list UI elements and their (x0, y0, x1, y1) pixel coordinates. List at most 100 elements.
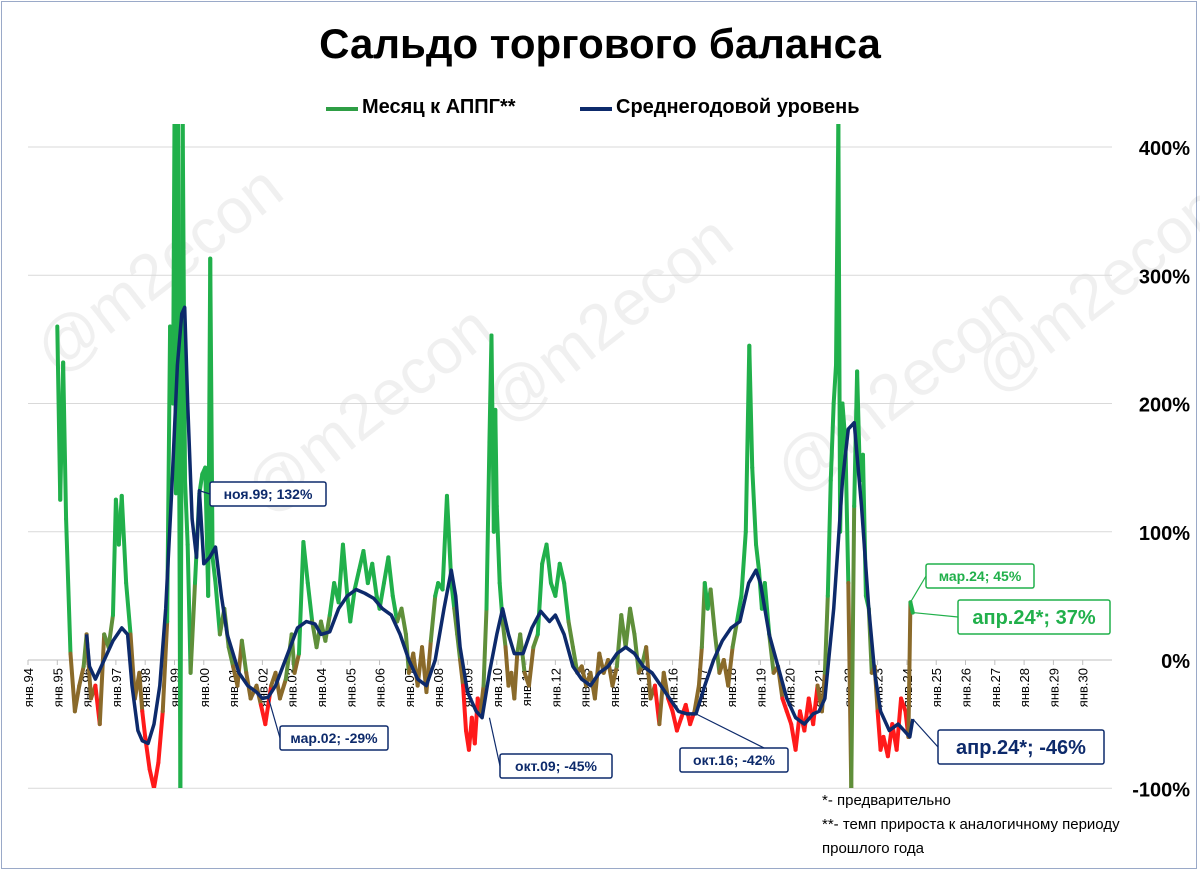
x-tick-label: янв.97 (109, 668, 124, 707)
annotation-leader (909, 575, 927, 603)
x-tick-label: янв.29 (1046, 668, 1061, 707)
annotation-box (209, 481, 327, 507)
series-monthly-segment (64, 516, 73, 656)
series-monthly-segment (399, 606, 408, 637)
series-monthly-segment (472, 696, 480, 746)
series-monthly-segment (352, 568, 362, 592)
series-monthly-segment (526, 645, 536, 688)
footnote-2: **- темп прироста к аналогичному периоду (822, 816, 1120, 833)
series-monthly-segment (458, 658, 466, 688)
series-monthly-segment (180, 124, 188, 483)
series-monthly (55, 124, 915, 788)
annotation-box (679, 747, 789, 773)
series-monthly-segment (348, 587, 357, 624)
series-monthly-segment (780, 696, 789, 714)
annotation-label: окт.09; -45% (515, 758, 597, 774)
series-monthly-segment (493, 407, 499, 509)
series-monthly-segment (213, 581, 222, 637)
annotation-leader (912, 611, 959, 618)
series-monthly-segment (340, 542, 350, 598)
series-monthly-segment (494, 504, 502, 586)
series-monthly-segment (610, 664, 619, 688)
series-monthly-segment (750, 465, 759, 547)
series-monthly-segment (628, 606, 637, 637)
x-tick-label: янв.26 (959, 668, 974, 707)
series-monthly-segment (97, 632, 107, 727)
series-monthly-segment (106, 613, 115, 650)
series-monthly-segment (512, 651, 520, 701)
annotation-box (925, 563, 1035, 589)
series-monthly-segment (478, 683, 486, 714)
series-monthly-segment (535, 561, 545, 637)
series-monthly-segment (696, 645, 704, 688)
series-monthly-segment (531, 632, 540, 650)
series-monthly-segment (323, 613, 332, 643)
series-monthly-segment (481, 606, 489, 688)
annotation-leader (267, 697, 281, 739)
series-monthly-segment (840, 401, 848, 444)
x-tick-label: янв.27 (988, 668, 1003, 707)
series-monthly-segment (831, 363, 839, 406)
series-monthly-segment (828, 401, 836, 483)
series-monthly-segment (226, 645, 236, 669)
series-monthly-segment (500, 619, 508, 650)
series-monthly-segment (461, 683, 468, 733)
series-monthly-segment (444, 493, 454, 586)
series-monthly-segment (674, 715, 684, 733)
series-monthly-segment (301, 540, 310, 586)
x-tick-label: янв.30 (1076, 668, 1091, 707)
series-monthly-segment (632, 632, 641, 675)
series-monthly-segment (183, 478, 190, 547)
series-monthly-segment (137, 670, 145, 714)
series-monthly-segment (666, 696, 675, 714)
series-monthly-segment (899, 696, 908, 714)
annotation-label: мар.24; 45% (939, 568, 1022, 584)
x-tick-label: янв.12 (548, 668, 563, 707)
y-tick-label: 0% (1161, 651, 1190, 673)
series-average-line (84, 305, 915, 746)
x-tick-label: янв.94 (21, 668, 36, 707)
series-monthly-segment (566, 619, 575, 650)
series-monthly-segment (156, 709, 165, 765)
legend-swatch-series-2 (580, 107, 612, 111)
series-monthly-segment (692, 683, 701, 714)
series-monthly-segment (570, 645, 580, 675)
annotation-label: апр.24*; 37% (972, 607, 1095, 629)
annotation-box (279, 725, 389, 751)
series-monthly-segment (370, 561, 379, 598)
x-tick-label: янв.07 (402, 668, 417, 707)
series-monthly-segment (726, 645, 735, 688)
y-tick-label: 400% (1139, 138, 1190, 160)
y-tick-label: 100% (1139, 523, 1190, 545)
annotation-label: ноя.99; 132% (224, 486, 313, 502)
footnote-1: *- предварительно (822, 792, 951, 809)
series-monthly-segment (657, 670, 666, 727)
x-tick-label: янв.08 (431, 668, 446, 707)
series-monthly-segment (140, 709, 148, 739)
series-monthly-segment (562, 581, 571, 624)
series-monthly-segment (822, 593, 830, 675)
series-monthly-segment (644, 645, 653, 701)
annotation-leader (912, 718, 939, 748)
series-monthly-segment (452, 606, 460, 637)
series-monthly-segment (292, 651, 301, 675)
x-tick-label: янв.06 (373, 668, 388, 707)
series-monthly-segment (849, 504, 857, 788)
series-monthly-segment (239, 638, 249, 675)
series-monthly-segment (825, 478, 833, 598)
series-monthly-segment (739, 529, 748, 598)
annotation-box (937, 729, 1105, 765)
series-monthly-segment (793, 709, 802, 752)
series-monthly-segment (61, 360, 69, 521)
chart-title: Сальдо торгового баланса (319, 20, 881, 67)
series-monthly-segment (784, 709, 794, 727)
series-monthly-segment (544, 542, 553, 586)
series-monthly-segment (708, 587, 718, 637)
annotation-leader (488, 717, 501, 767)
series-monthly-segment (906, 600, 913, 739)
series-monthly-segment (297, 540, 306, 656)
x-tick-label: янв.05 (343, 668, 358, 707)
series-monthly-segment (160, 619, 170, 714)
